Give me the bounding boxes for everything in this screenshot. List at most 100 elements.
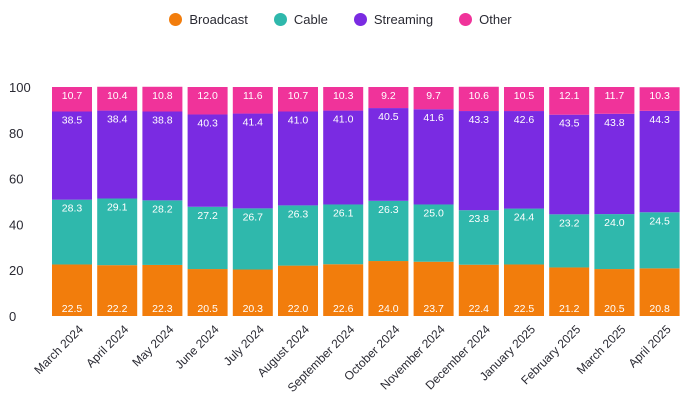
bar-segment-broadcast (413, 261, 454, 316)
data-label-cable: 25.0 (423, 207, 444, 219)
bar-segment-other (187, 87, 228, 115)
data-label-cable: 26.3 (288, 208, 309, 220)
bar-segment-other (52, 87, 92, 112)
data-label-broadcast: 22.2 (107, 303, 128, 315)
data-label-streaming: 43.8 (604, 117, 625, 129)
bar-segment-broadcast (97, 265, 138, 316)
bar-segment-streaming (97, 110, 138, 199)
bar-segment-cable (97, 198, 138, 266)
data-label-cable: 23.8 (469, 213, 490, 225)
bar-segment-cable (413, 204, 454, 262)
data-label-other: 12.0 (197, 90, 218, 102)
data-label-streaming: 41.6 (423, 112, 444, 124)
x-tick-label: June 2024 (172, 322, 222, 372)
legend-label: Streaming (373, 12, 434, 27)
data-label-other: 10.5 (514, 90, 535, 102)
legend-item-streaming: Streaming (353, 12, 434, 27)
data-label-cable: 26.7 (243, 211, 264, 223)
bar-segment-other (368, 87, 409, 109)
data-label-cable: 26.3 (378, 204, 399, 216)
bar-segment-streaming (52, 111, 92, 200)
data-label-cable: 23.2 (559, 217, 580, 229)
bar-segment-broadcast (639, 268, 680, 316)
bar-segment-streaming (639, 110, 680, 213)
y-tick-label: 80 (9, 126, 23, 141)
data-label-broadcast: 22.0 (288, 303, 309, 315)
bar-segment-streaming (504, 111, 544, 209)
bar-segment-other (142, 86, 183, 112)
data-label-other: 10.4 (107, 90, 128, 102)
data-label-broadcast: 20.5 (604, 303, 625, 315)
x-tick-label: April 2024 (83, 322, 131, 370)
legend-item-cable: Cable (273, 12, 328, 27)
bar-segment-streaming (232, 113, 273, 209)
legend-swatch (353, 13, 367, 26)
data-label-other: 9.7 (426, 90, 441, 102)
data-label-other: 10.8 (152, 90, 173, 102)
data-label-streaming: 43.5 (559, 118, 580, 130)
legend-item-other: Other (459, 12, 512, 27)
data-label-other: 10.3 (333, 90, 354, 102)
bar-segment-streaming (142, 111, 183, 201)
data-label-streaming: 41.0 (333, 114, 354, 126)
bar-segment-broadcast (142, 264, 183, 316)
bar-segment-other (549, 87, 590, 115)
bar-segment-other (413, 87, 454, 110)
bar-segment-cable (639, 212, 680, 269)
bar-segment-other (458, 86, 499, 112)
data-label-other: 10.7 (288, 90, 309, 102)
bar-segment-other (97, 86, 138, 111)
data-label-cable: 27.2 (197, 210, 218, 222)
data-label-broadcast: 20.8 (649, 303, 670, 315)
data-label-broadcast: 21.2 (559, 303, 580, 315)
legend-swatch (169, 13, 183, 26)
bar-segment-broadcast (187, 269, 228, 316)
data-label-broadcast: 20.3 (243, 303, 264, 315)
y-tick-label: 40 (9, 217, 23, 232)
data-label-streaming: 40.5 (378, 111, 399, 123)
bar-segment-streaming (413, 109, 454, 205)
data-label-cable: 26.1 (333, 207, 354, 219)
bar-segment-cable (187, 206, 228, 270)
legend-swatch (459, 13, 473, 26)
data-label-broadcast: 23.7 (423, 303, 444, 315)
bar-segment-streaming (368, 108, 409, 201)
data-label-streaming: 40.3 (197, 117, 218, 129)
data-label-broadcast: 22.5 (514, 303, 535, 315)
bar-segment-cable (368, 200, 409, 262)
legend-item-broadcast: Broadcast (169, 12, 248, 27)
bar-segment-streaming (594, 113, 635, 215)
data-label-other: 9.2 (381, 90, 396, 102)
data-label-broadcast: 20.5 (197, 303, 218, 315)
bar-segment-other (594, 87, 635, 114)
x-tick-label: April 2025 (626, 322, 674, 370)
data-label-streaming: 38.5 (62, 115, 83, 127)
bar-segment-broadcast (458, 264, 499, 316)
data-label-cable: 28.3 (62, 203, 83, 215)
data-label-broadcast: 22.6 (333, 303, 354, 315)
x-tick-label: May 2024 (129, 322, 176, 369)
bar-segment-cable (52, 199, 92, 265)
bar-segment-other (278, 87, 318, 112)
legend: Broadcast Cable Streaming Other (0, 12, 681, 27)
bar-segment-other (232, 87, 273, 114)
data-label-broadcast: 22.4 (469, 303, 490, 315)
bar-segment-cable (323, 204, 364, 265)
data-label-cable: 24.4 (514, 212, 535, 224)
data-label-streaming: 38.8 (152, 115, 173, 127)
data-label-streaming: 44.3 (649, 114, 670, 126)
bar-segment-cable (504, 208, 544, 265)
data-label-cable: 29.1 (107, 202, 128, 214)
bar-segment-streaming (458, 111, 499, 211)
bar-segment-cable (458, 210, 499, 265)
bar-segment-broadcast (549, 267, 590, 316)
bar-segment-broadcast (323, 264, 364, 316)
bar-segment-streaming (323, 110, 364, 205)
bar-segment-other (323, 87, 364, 111)
bar-segment-other (504, 87, 544, 112)
data-label-streaming: 43.3 (469, 114, 490, 126)
bar-segment-broadcast (368, 261, 409, 316)
data-label-cable: 24.5 (649, 215, 670, 227)
